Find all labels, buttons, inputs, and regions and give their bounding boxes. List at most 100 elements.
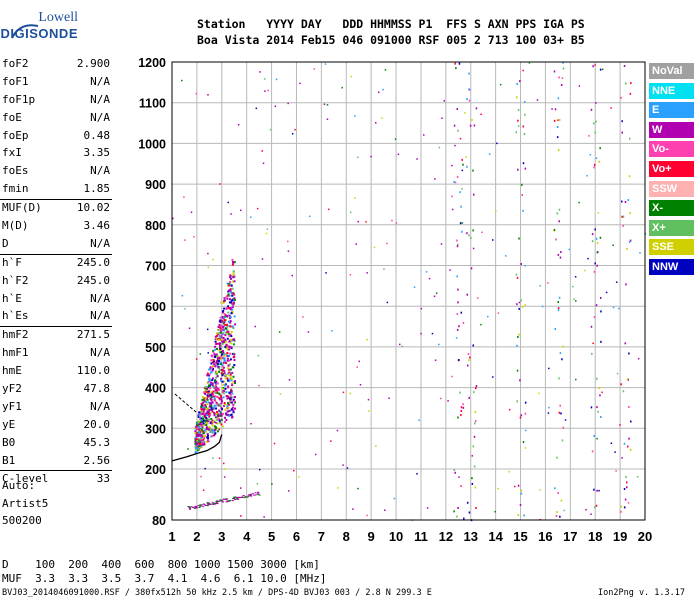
param-name: M(D) <box>2 219 29 233</box>
dashed-trace <box>174 393 197 413</box>
y-tick-label: 200 <box>145 463 166 477</box>
param-name: B0 <box>2 435 16 449</box>
y-tick-label: 900 <box>145 178 166 192</box>
y-tick-label: 1200 <box>138 56 166 70</box>
param-row: foF1p N/A <box>0 92 112 110</box>
logo-top-text: Lowell <box>38 10 78 25</box>
legend-item: SSE <box>649 239 694 256</box>
digisonde-logo: Lowell DIGISONDE <box>1 6 78 50</box>
param-value: N/A <box>90 92 110 106</box>
param-row: B0 45.3 <box>0 435 112 453</box>
y-tick-label: 400 <box>145 382 166 396</box>
muf-row: MUF 3.3 3.3 3.5 3.7 4.1 4.6 6.1 10.0 [MH… <box>2 572 327 585</box>
trace-curve <box>171 434 223 462</box>
param-name: MUF(D) <box>2 201 42 215</box>
legend-item: X- <box>649 200 694 217</box>
param-row: yF2 47.8 <box>0 381 112 399</box>
param-value: 110.0 <box>76 364 110 378</box>
param-name: yF1 <box>2 399 22 413</box>
y-tick-label: 700 <box>145 260 166 274</box>
param-name: C-level <box>2 472 49 486</box>
x-tick-label: 7 <box>318 529 325 544</box>
param-row: h`F2 245.0 <box>0 273 112 291</box>
header-line-1: Station YYYY DAY DDD HHMMSS P1 FFS S AXN… <box>197 17 585 31</box>
param-value: 245.0 <box>76 255 110 269</box>
y-tick-label: 800 <box>145 219 166 233</box>
param-row: MUF(D) 10.02 <box>0 200 112 218</box>
param-value: 45.3 <box>83 435 111 449</box>
param-name: foF1 <box>2 74 29 88</box>
param-value: N/A <box>90 346 110 360</box>
x-tick-label: 11 <box>414 529 428 544</box>
param-row: fxI 3.35 <box>0 145 112 163</box>
x-tick-label: 15 <box>513 529 527 544</box>
param-value: 245.0 <box>76 273 110 287</box>
y-tick-label: 80 <box>152 514 166 528</box>
header-line-2: Boa Vista 2014 Feb15 046 091000 RSF 005 … <box>197 33 585 47</box>
param-name: h`Es <box>2 309 29 323</box>
param-value: N/A <box>90 309 110 323</box>
chart-grid <box>171 61 646 521</box>
param-value: 3.46 <box>83 219 111 233</box>
y-tick-label: 600 <box>145 300 166 314</box>
param-name: yF2 <box>2 382 22 396</box>
legend-item: X+ <box>649 219 694 236</box>
param-value: 2.56 <box>83 453 111 467</box>
param-name: fxI <box>2 146 22 160</box>
artist-version: 500200 <box>2 514 42 527</box>
param-separator <box>0 470 112 472</box>
x-tick-label: 3 <box>218 529 225 544</box>
param-row: foE N/A <box>0 110 112 128</box>
param-separator <box>0 199 112 201</box>
param-name: foEs <box>2 164 29 178</box>
param-name: hmF1 <box>2 346 29 360</box>
param-value: 2.900 <box>76 57 110 70</box>
param-row: yF1 N/A <box>0 399 112 417</box>
x-tick-label: 6 <box>293 529 300 544</box>
param-value: 33 <box>96 472 110 486</box>
legend-item: Vo+ <box>649 161 694 177</box>
echo-cloud <box>172 62 646 522</box>
param-value: 1.85 <box>83 182 111 196</box>
param-row: C-level 33 <box>0 471 112 489</box>
param-separator <box>0 253 112 255</box>
param-name: yE <box>2 417 16 431</box>
param-name: h`F <box>2 255 22 269</box>
param-row: yE 20.0 <box>0 417 112 435</box>
param-name: foF1p <box>2 92 36 106</box>
file-info: BVJ03_2014046091000.RSF / 380fx512h 50 k… <box>2 588 432 598</box>
x-tick-label: 16 <box>538 529 552 544</box>
param-value: N/A <box>90 236 110 250</box>
param-value: 20.0 <box>83 417 111 431</box>
param-name: h`E <box>2 291 22 305</box>
legend-item: W <box>649 121 694 138</box>
x-tick-label: 20 <box>638 529 652 544</box>
param-row: h`Es N/A <box>0 308 112 326</box>
param-row: B1 2.56 <box>0 453 112 471</box>
legend-item: NoVal <box>649 63 694 79</box>
y-tick-label: 500 <box>145 341 166 355</box>
x-tick-label: 9 <box>368 529 375 544</box>
param-row: h`F 245.0 <box>0 255 112 273</box>
chart-axes <box>171 61 646 521</box>
param-name: h`F2 <box>2 273 29 287</box>
logo-bottom-text: DIGISONDE <box>0 26 78 41</box>
param-value: N/A <box>90 164 110 178</box>
param-row: hmF1 N/A <box>0 345 112 363</box>
x-tick-label: 2 <box>193 529 200 544</box>
param-value: 0.48 <box>83 128 111 142</box>
param-row: hmE 110.0 <box>0 363 112 381</box>
param-row: foF1 N/A <box>0 74 112 92</box>
tick-labels: 1 2 3 4 5 6 7 8 9 10 11 12 13 14 15 16 17 18 19 20802003004… <box>138 56 652 544</box>
param-separator <box>0 326 112 328</box>
param-row: h`E N/A <box>0 291 112 309</box>
param-row: foEs N/A <box>0 163 112 181</box>
x-tick-label: 14 <box>488 529 503 544</box>
y-tick-label: 1000 <box>138 137 166 151</box>
distance-row: D 100 200 400 600 800 1000 1500 3000 [km… <box>2 558 320 571</box>
legend-item: E <box>649 102 694 119</box>
param-row: foEp 0.48 <box>0 128 112 146</box>
param-name: fmin <box>2 182 29 196</box>
param-row: M(D) 3.46 <box>0 218 112 236</box>
param-value: N/A <box>90 291 110 305</box>
